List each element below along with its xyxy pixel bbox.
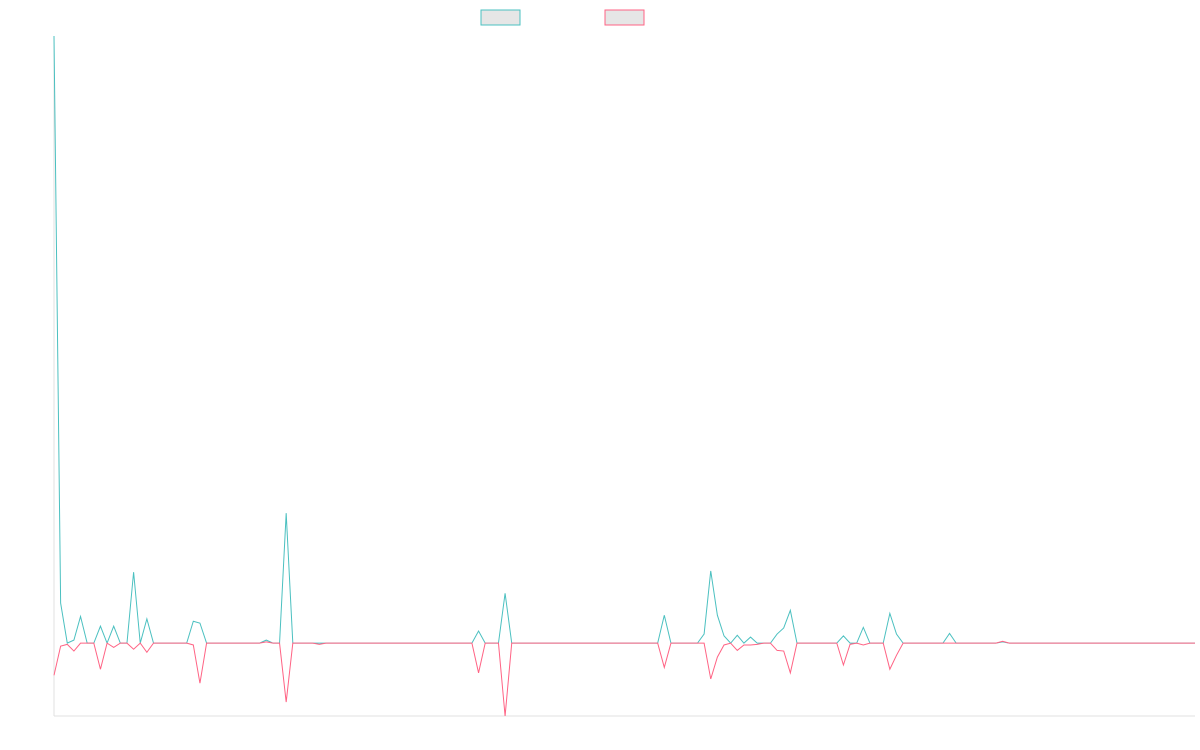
- legend-swatch: [604, 9, 645, 26]
- series-line: [53, 640, 1195, 717]
- series-line: [53, 35, 1195, 645]
- legend-swatch: [480, 9, 521, 26]
